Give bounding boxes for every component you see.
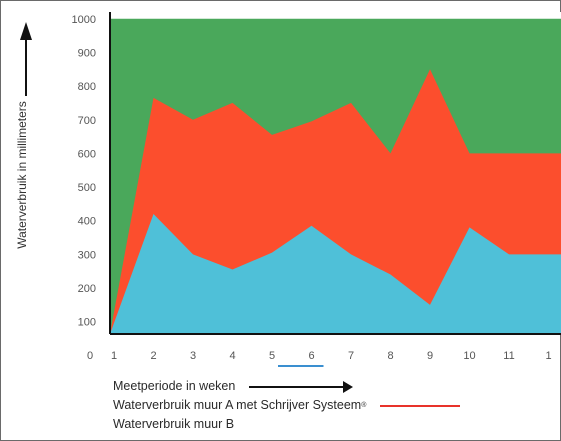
legend-swatch-a (380, 404, 461, 407)
x-tick-label: 11 (503, 350, 514, 362)
x-tick-label: 1 (111, 350, 117, 362)
y-tick-label: 200 (78, 283, 96, 295)
area-series-1 (110, 213, 561, 334)
y-tick-label: 400 (78, 216, 96, 228)
x-tick-label: 2 (150, 350, 156, 362)
y-tick-label: 300 (78, 249, 96, 261)
legend-item-a: Waterverbruik muur A met Schrijver Syste… (113, 396, 461, 415)
x-axis-label-line: Meetperiode in weken (113, 377, 460, 396)
y-tick-label: 100 (78, 317, 96, 329)
x-tick-label: 4 (229, 350, 235, 362)
x-tick-label: 5 (269, 350, 275, 362)
legend-item-b: Waterverbruik muur B (113, 415, 460, 434)
x-tick-label: 8 (387, 350, 393, 362)
x-axis-arrow-icon (249, 380, 354, 393)
y-tick-label: 700 (78, 115, 96, 127)
y-tick-label: 1000 (72, 14, 96, 26)
y-tick-label: 500 (78, 182, 96, 194)
y-axis-label: Waterverbruik in millimeters (15, 101, 29, 249)
x-tick-label: 10 (463, 350, 475, 362)
x-tick-label: 1 (545, 350, 551, 362)
x-tick-label: 3 (190, 350, 196, 362)
x-tick-label: 9 (427, 350, 433, 362)
x-axis-label: Meetperiode in weken (113, 379, 236, 393)
legend-label-b: Waterverbruik muur B (113, 417, 235, 431)
legend-label-a: Waterverbruik muur A met Schrijver Syste… (113, 398, 362, 412)
registered-mark: ® (361, 402, 367, 409)
y-tick-label: 800 (78, 81, 96, 93)
chart-caption: Meetperiode in weken Waterverbruik muur … (113, 377, 461, 434)
x-tick-label: 6 (308, 350, 314, 362)
y-tick-label: 600 (78, 148, 96, 160)
x-tick-label: 0 (87, 350, 93, 362)
x-tick-label: 7 (348, 350, 354, 362)
y-axis-arrow-icon (20, 22, 32, 40)
y-tick-label: 900 (78, 47, 96, 59)
